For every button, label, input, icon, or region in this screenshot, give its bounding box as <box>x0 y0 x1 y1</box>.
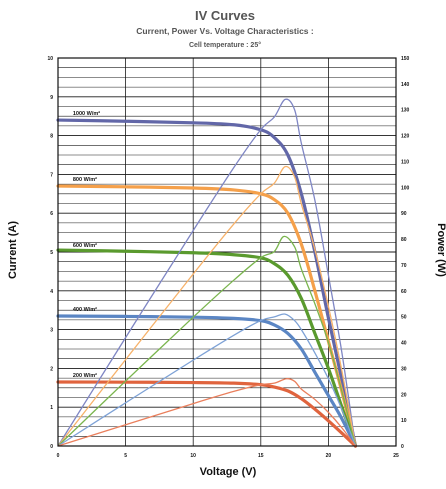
irradiance-label: 200 W/m² <box>73 372 97 379</box>
y-right-tick-label: 90 <box>401 211 407 217</box>
y-tick-label: 10 <box>47 56 53 62</box>
y-tick-label: 8 <box>50 134 53 140</box>
power-curve-line <box>57 313 357 447</box>
y-right-tick-label: 70 <box>401 263 407 269</box>
tick-labels: 0 5 10 15 20 25012345678910010203040506070809… <box>47 56 409 459</box>
y-right-tick-label: 0 <box>401 444 404 450</box>
x-tick-label: 10 <box>190 453 196 459</box>
x-tick-label: 5 <box>124 453 127 459</box>
y-tick-label: 7 <box>50 172 53 178</box>
chart-title: IV Curves <box>195 8 255 23</box>
y-tick-label: 2 <box>50 366 53 372</box>
x-tick-label: 15 <box>258 453 264 459</box>
power-curve-line <box>57 235 357 447</box>
iv-curve-line <box>56 118 358 448</box>
y-right-tick-label: 100 <box>401 185 410 191</box>
y-tick-label: 1 <box>50 405 53 411</box>
y-tick-label: 4 <box>50 289 53 295</box>
power-curve-line <box>57 98 357 447</box>
y-right-tick-label: 60 <box>401 289 407 295</box>
x-tick-label: 0 <box>57 453 60 459</box>
y-tick-label: 0 <box>50 444 53 450</box>
y-right-tick-label: 110 <box>401 159 409 165</box>
y-tick-label: 5 <box>50 250 53 256</box>
chart-subtitle: Current, Power Vs. Voltage Characteristi… <box>136 26 314 36</box>
x-tick-label: 20 <box>326 453 332 459</box>
irradiance-label: 400 W/m² <box>73 306 97 313</box>
y-tick-label: 3 <box>50 328 53 334</box>
x-axis-label: Voltage (V) <box>200 466 257 478</box>
y-tick-label: 6 <box>50 211 53 217</box>
y-tick-label: 9 <box>50 95 53 101</box>
y-right-tick-label: 10 <box>401 418 407 424</box>
y-right-tick-label: 30 <box>401 366 407 372</box>
series-labels: 1000 W/m² 800 W/m² 600 W/m² 400 W/m² 200 W/m… <box>73 110 100 379</box>
x-tick-label: 25 <box>393 453 399 459</box>
y-right-tick-label: 120 <box>401 134 410 140</box>
y-axis-right-label: Power (W) <box>435 223 446 277</box>
irradiance-label: 800 W/m² <box>73 176 97 183</box>
y-right-tick-label: 130 <box>401 108 410 114</box>
irradiance-label: 1000 W/m² <box>73 110 100 117</box>
y-right-tick-label: 80 <box>401 237 407 243</box>
irradiance-label: 600 W/m² <box>73 242 97 249</box>
power-curves <box>57 98 357 447</box>
y-right-tick-label: 140 <box>401 82 410 88</box>
power-curve-line <box>57 165 357 447</box>
iv-curve-line <box>56 248 358 448</box>
chart-subtitle-temperature: Cell temperature : 25° <box>189 41 261 49</box>
y-axis-label: Current (A) <box>7 221 19 279</box>
y-right-tick-label: 50 <box>401 315 407 321</box>
iv-curves <box>56 118 358 448</box>
power-curve-line <box>57 378 356 447</box>
y-right-tick-label: 150 <box>401 56 410 62</box>
y-right-tick-label: 40 <box>401 341 407 347</box>
iv-curve-line <box>56 380 358 448</box>
plot-frame <box>57 57 397 447</box>
iv-curve-line <box>56 314 358 448</box>
y-right-tick-label: 20 <box>401 392 407 398</box>
